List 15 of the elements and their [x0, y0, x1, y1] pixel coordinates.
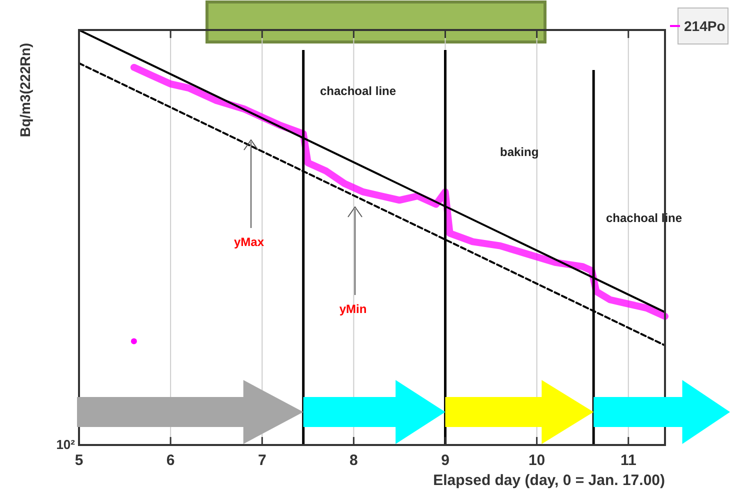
annotation: chachoal line	[320, 84, 396, 98]
text: 10²	[56, 437, 76, 452]
x-tick-label: 8	[350, 452, 358, 469]
x-tick-label: 7	[258, 452, 266, 469]
legend-label: 214Po	[684, 18, 726, 34]
x-tick-label: 11	[620, 452, 636, 469]
x-axis-title: Elapsed day (day, 0 = Jan. 17.00)	[433, 472, 666, 489]
x-tick-label: 6	[166, 452, 175, 469]
x-tick-label: 10	[528, 452, 546, 469]
x-tick-label: 9	[441, 452, 450, 469]
annotation: yMax	[234, 235, 264, 249]
annotation: baking	[500, 145, 539, 159]
y-axis-title: Bq/m3(222Rn)	[17, 42, 33, 138]
x-tick-label: 5	[74, 452, 84, 469]
annotation: yMin	[339, 302, 367, 316]
